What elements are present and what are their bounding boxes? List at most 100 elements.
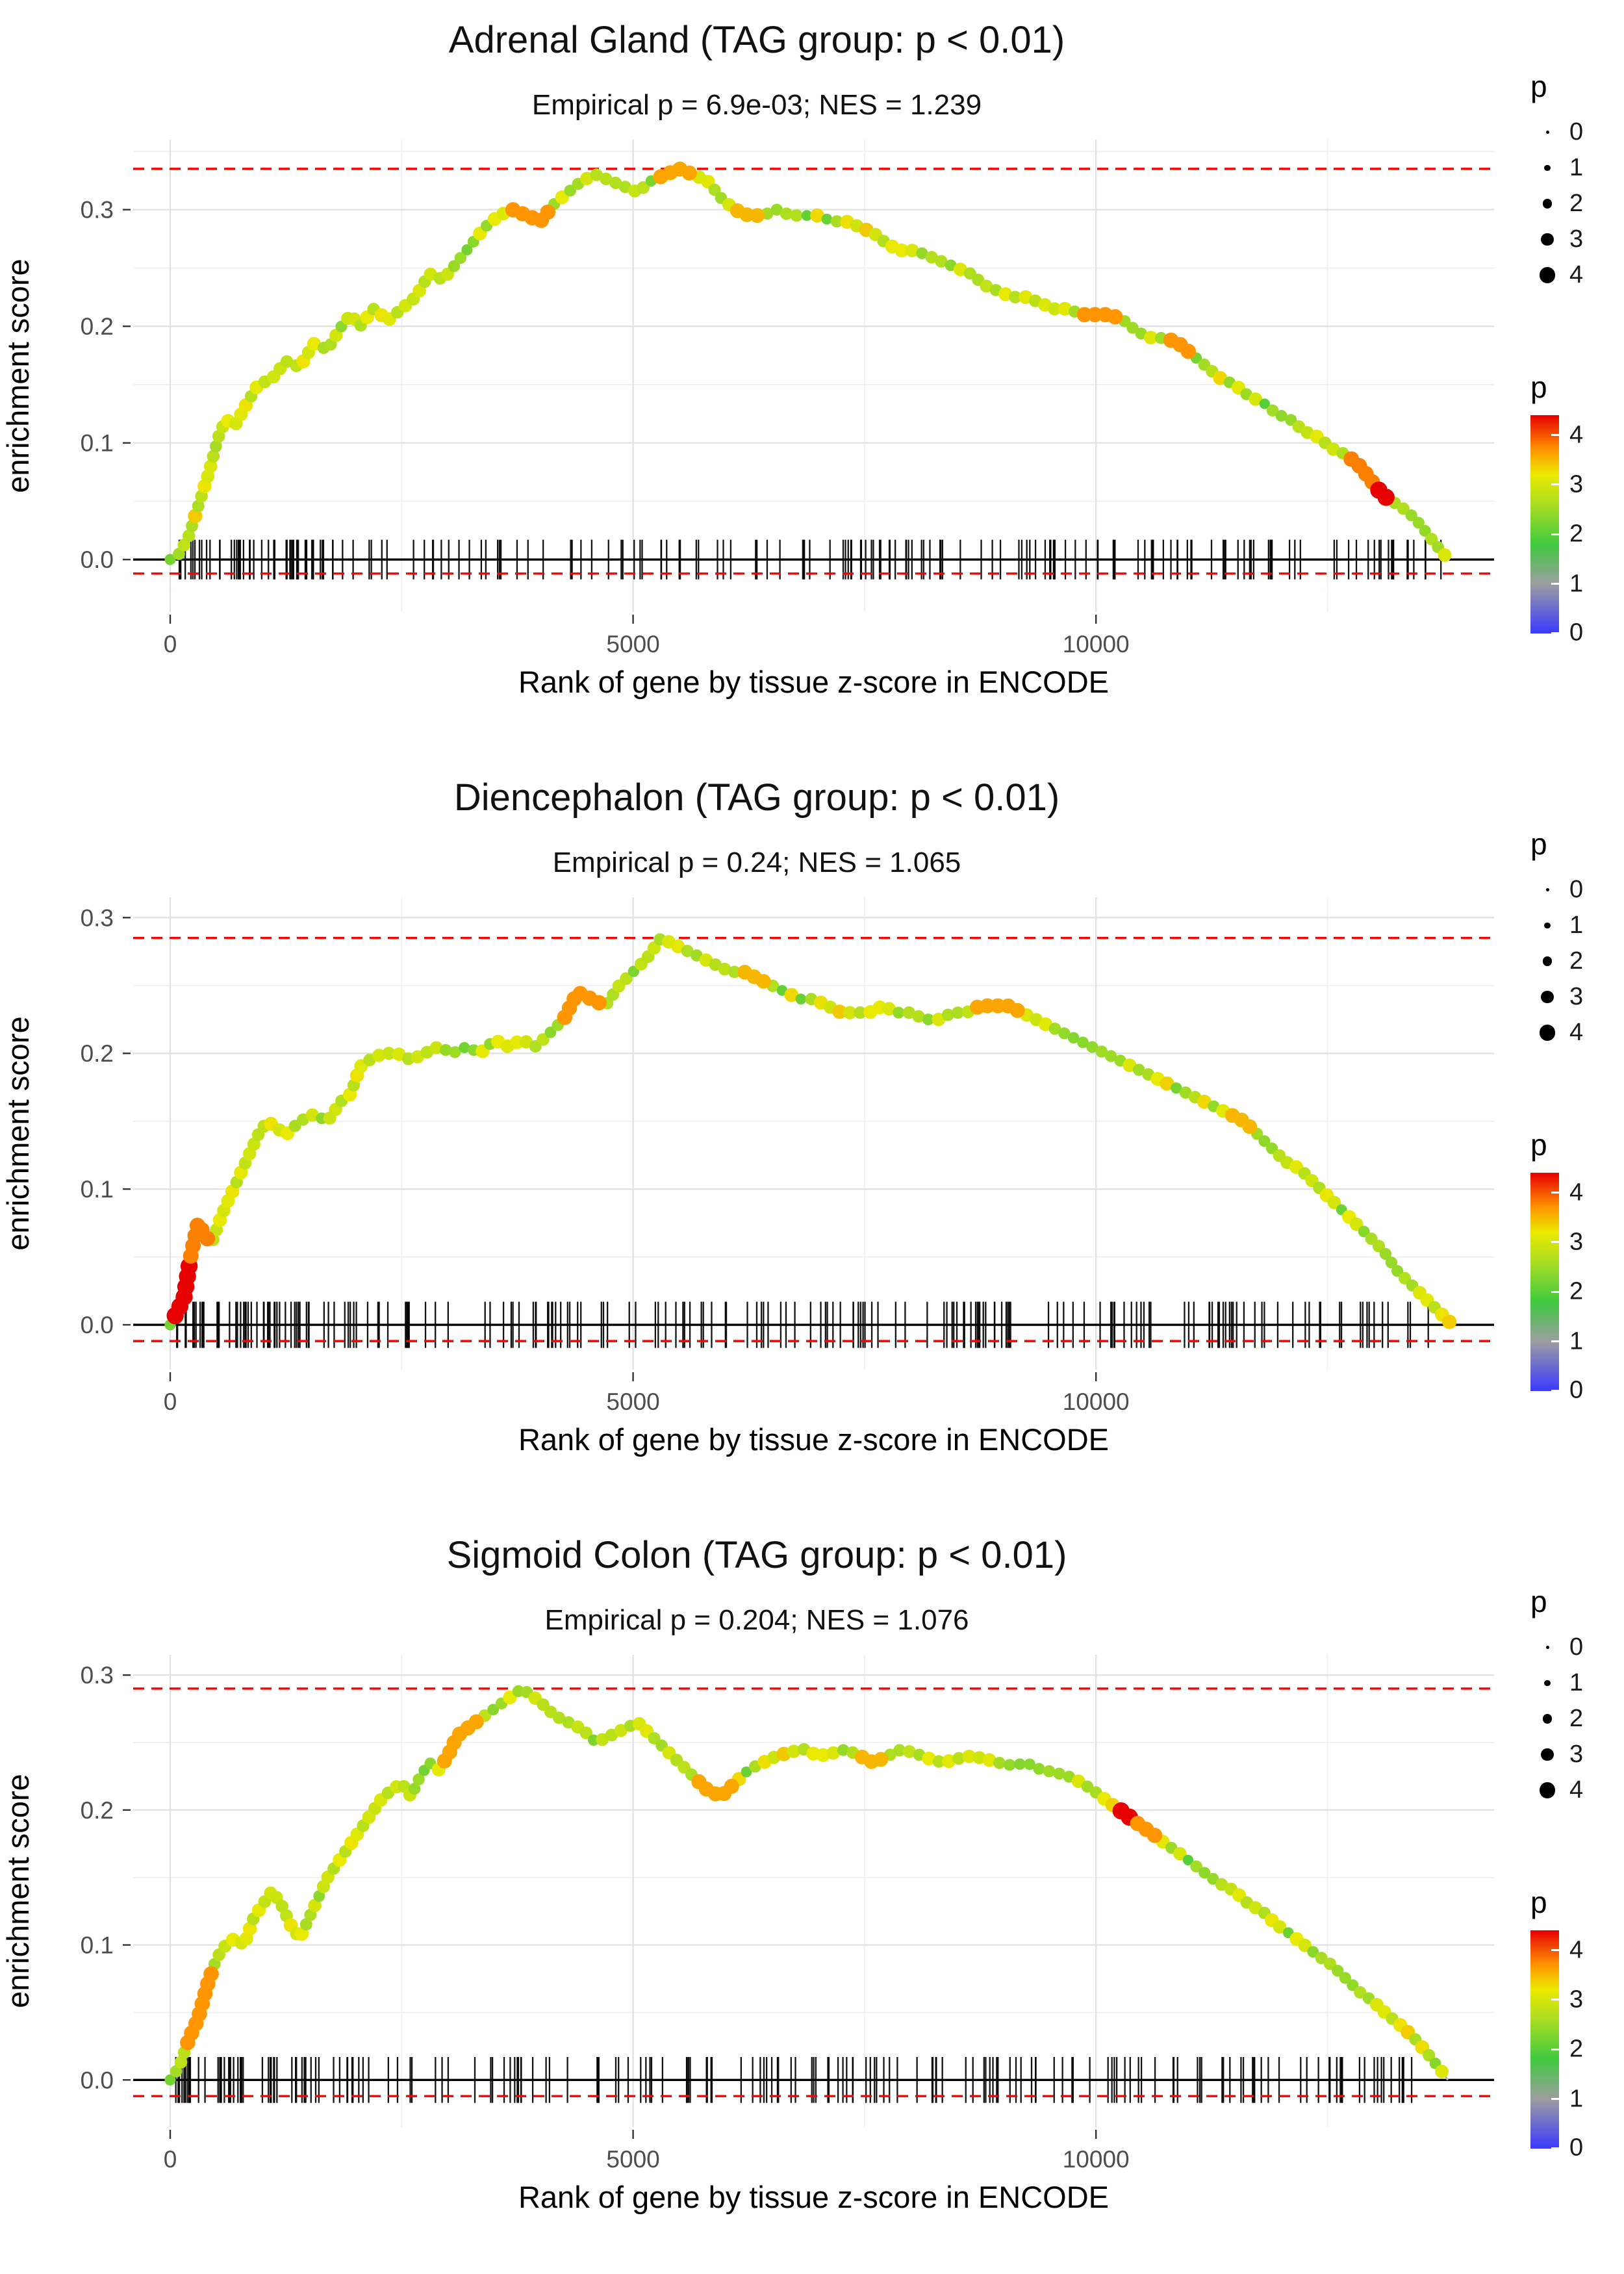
legend-column: p 0 1 2 3 4 p 4 3 2 1 0 [1530,1584,1624,2162]
size-legend-rows: 0 1 2 3 4 [1530,1629,1624,1808]
svg-text:10000: 10000 [1063,1388,1130,1415]
svg-text:0: 0 [164,2146,177,2173]
svg-text:5000: 5000 [606,631,659,658]
size-legend-label: 3 [1569,225,1584,253]
color-legend-label: 2 [1569,520,1584,548]
panel-header: Sigmoid Colon (TAG group: p < 0.01) Empi… [0,1533,1514,1637]
color-legend: p 4 3 2 1 0 [1530,370,1624,646]
size-legend-item: 3 [1530,979,1624,1015]
curve-dots [164,933,1457,1331]
size-legend-item: 1 [1530,908,1624,943]
size-legend-label: 0 [1569,118,1584,146]
color-legend-label: 2 [1569,2035,1584,2063]
size-legend-item: 2 [1530,943,1624,979]
svg-text:0.3: 0.3 [81,197,114,224]
size-legend-label: 3 [1569,1741,1584,1768]
size-legend-dot [1544,164,1551,172]
color-gradient-bar [1530,1173,1559,1391]
color-legend-label: 4 [1569,1179,1584,1207]
size-legend-dot [1541,1748,1554,1761]
color-legend-label: 1 [1569,570,1584,598]
panel-header: Adrenal Gland (TAG group: p < 0.01) Empi… [0,18,1514,121]
color-legend-label: 4 [1569,1936,1584,1964]
size-legend-item: 4 [1530,1772,1624,1808]
svg-text:0.2: 0.2 [81,1797,114,1824]
svg-text:10000: 10000 [1063,631,1130,658]
color-legend-label: 2 [1569,1277,1584,1305]
size-legend-dot-cell [1530,1714,1564,1724]
color-legend-label: 0 [1569,1376,1584,1404]
size-legend-item: 2 [1530,186,1624,222]
size-legend-dot [1539,1782,1556,1798]
size-legend-item: 0 [1530,1629,1624,1665]
size-legend-dot-cell [1530,956,1564,966]
svg-text:0.1: 0.1 [81,1176,114,1203]
y-axis-title: enrichment score [1,1016,35,1251]
size-legend-dot [1545,1646,1549,1649]
svg-text:10000: 10000 [1063,2146,1130,2173]
size-legend: p 0 1 2 3 4 [1530,826,1624,1051]
color-legend-tick [1551,1389,1559,1392]
size-legend-dot [1545,888,1549,891]
size-legend-title: p [1530,1585,1547,1618]
axis-labels: 0.0 0.1 0.2 0.3 0 5000 10000 Rank of gene by ti… [1,904,1130,1457]
color-legend-label: 0 [1569,619,1584,646]
color-legend-tick [1551,1949,1559,1952]
color-legend-bar: 4 3 2 1 0 [1530,1930,1624,2162]
size-legend-dot [1539,1025,1556,1041]
legend-column: p 0 1 2 3 4 p 4 3 2 1 0 [1530,69,1624,646]
chart-title: Diencephalon (TAG group: p < 0.01) [453,776,1060,819]
color-legend-tick [1551,632,1559,634]
size-legend-label: 2 [1569,1705,1584,1732]
size-legend-label: 1 [1569,1669,1584,1696]
color-legend-title: p [1530,1885,1547,1919]
size-legend-label: 2 [1569,947,1584,975]
enrichment-plot: 0.0 0.1 0.2 0.3 0 5000 10000 Rank of gene by ti… [1,140,1494,699]
panel-adrenal-gland: Adrenal Gland (TAG group: p < 0.01) Empi… [0,0,1624,758]
color-legend-title: p [1530,1128,1547,1162]
curve-dots [164,161,1452,565]
size-legend-item: 2 [1530,1701,1624,1737]
svg-text:0: 0 [164,631,177,658]
svg-text:0: 0 [164,1388,177,1415]
enrichment-plot: 0.0 0.1 0.2 0.3 0 5000 10000 Rank of gene by ti… [1,897,1494,1457]
color-legend-bar: 4 3 2 1 0 [1530,1173,1624,1404]
reference-lines [133,168,1494,575]
color-legend-tick [1551,1241,1559,1244]
size-legend-dot-cell [1530,131,1564,134]
size-legend-label: 4 [1569,1776,1584,1804]
svg-text:5000: 5000 [606,2146,659,2173]
color-legend-tick [1551,2048,1559,2050]
color-legend-tick [1551,2147,1559,2149]
size-legend-dot [1542,199,1553,209]
size-legend-label: 4 [1569,1019,1584,1046]
size-legend-dot-cell [1530,1025,1564,1041]
chart-title: Adrenal Gland (TAG group: p < 0.01) [448,19,1065,61]
chart-subtitle: Empirical p = 6.9e-03; NES = 1.239 [531,89,982,121]
size-legend-label: 4 [1569,261,1584,288]
panel-header: Diencephalon (TAG group: p < 0.01) Empir… [0,776,1514,879]
color-legend-tick [1551,583,1559,585]
color-gradient-bar [1530,1930,1559,2149]
size-legend-dot-cell [1530,199,1564,209]
color-legend-label: 4 [1569,421,1584,449]
size-legend-dot-cell [1530,990,1564,1004]
size-legend-item: 4 [1530,1015,1624,1051]
svg-text:0.3: 0.3 [81,904,114,931]
size-legend-dot [1541,990,1554,1004]
x-axis-title: Rank of gene by tissue z-score in ENCODE [518,665,1109,699]
size-legend-dot [1539,267,1556,283]
size-legend-dot-cell [1530,164,1564,172]
svg-text:0.2: 0.2 [81,1040,114,1067]
gridlines [133,140,1494,612]
chart-title: Sigmoid Colon (TAG group: p < 0.01) [446,1534,1067,1576]
size-legend: p 0 1 2 3 4 [1530,1584,1624,1808]
svg-text:0.3: 0.3 [81,1662,114,1689]
size-legend-dot-cell [1530,267,1564,283]
size-legend-dot-cell [1530,1646,1564,1649]
size-legend-dot [1541,233,1554,246]
svg-text:0.0: 0.0 [81,1312,114,1338]
size-legend-item: 4 [1530,257,1624,293]
chart-subtitle: Empirical p = 0.24; NES = 1.065 [552,847,961,878]
color-legend-tick [1551,1290,1559,1293]
